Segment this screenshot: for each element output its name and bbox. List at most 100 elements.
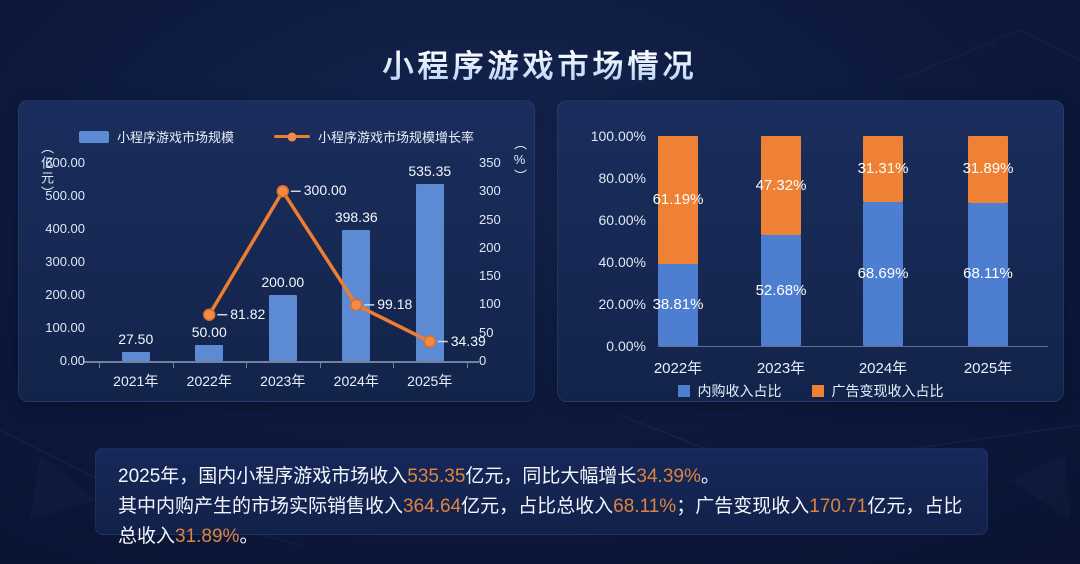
- legend-label-market-size: 小程序游戏市场规模: [116, 130, 234, 145]
- right-axis-tick: 250: [479, 211, 501, 227]
- ad-share-segment: [761, 136, 801, 236]
- summary-text-box: 2025年，国内小程序游戏市场收入535.35亿元，同比大幅增长34.39%。其…: [95, 448, 988, 547]
- legend-label: 内购收入占比: [697, 383, 782, 399]
- y-axis-tick: 100.00%: [590, 128, 646, 144]
- x-axis-label: 2023年: [756, 360, 806, 377]
- combo-chart-legend: 小程序游戏市场规模 小程序游戏市场规模增长率: [19, 127, 534, 146]
- summary-highlight-value: 68.11%: [613, 496, 677, 517]
- x-axis-label: 2022年: [653, 360, 703, 377]
- ad-share-segment: [863, 136, 903, 202]
- summary-highlight-value: 31.89%: [175, 526, 240, 547]
- x-axis-line: [83, 361, 479, 363]
- ad-share-segment: [968, 136, 1008, 203]
- right-axis-tick: 300: [479, 183, 501, 199]
- summary-text: 亿元，占比总收入: [461, 496, 614, 517]
- left-axis-tick: 0.00: [59, 353, 85, 368]
- summary-text: ；广告变现收入: [676, 496, 810, 517]
- y-axis-tick: 20.00%: [598, 296, 646, 312]
- growth-rate-point: [203, 308, 216, 321]
- summary-highlight-value: 170.71: [809, 496, 868, 517]
- summary-text: 。: [700, 466, 720, 487]
- bar-value-label: 27.50: [118, 330, 154, 347]
- market-size-bar: [268, 295, 297, 361]
- legend-item-market-size: 小程序游戏市场规模: [78, 127, 234, 146]
- y-axis-tick: 60.00%: [598, 212, 646, 228]
- summary-line: 2025年，国内小程序游戏市场收入535.35亿元，同比大幅增长34.39%。: [118, 462, 965, 492]
- legend-swatch: [811, 385, 824, 397]
- legend-item-iap: 内购收入占比: [677, 381, 782, 401]
- stacked-chart-plot: 100.00% 80.00% 60.00% 40.00% 20.00% 0.00% 38.8…: [558, 101, 1063, 401]
- left-axis-tick: 100.00: [45, 320, 85, 335]
- market-size-bar: [195, 344, 224, 361]
- x-axis-line: [658, 346, 1048, 347]
- legend-label: 广告变现收入占比: [831, 383, 944, 399]
- stacked-chart-legend: 内购收入占比 广告变现收入占比: [558, 381, 1063, 401]
- iap-share-segment: [968, 202, 1008, 346]
- x-axis-tick: [172, 363, 174, 368]
- ad-share-label: 47.32%: [755, 176, 807, 194]
- market-size-bar: [415, 184, 444, 361]
- iap-share-segment: [658, 264, 698, 346]
- x-axis-tick: [246, 363, 247, 368]
- bar-value-label: 398.36: [334, 208, 378, 225]
- iap-share-label: 38.81%: [652, 296, 704, 314]
- y-axis-tick: 40.00%: [598, 254, 646, 270]
- summary-text: 。: [239, 526, 259, 547]
- growth-rate-point: [276, 185, 289, 198]
- x-axis-label: 2021年: [113, 373, 159, 389]
- market-size-chart-panel: 小程序游戏市场规模 小程序游戏市场规模增长率 600.00 500.00 400.0…: [18, 100, 535, 402]
- summary-text: 亿元，同比大幅增长: [465, 466, 637, 487]
- y-axis-tick: 80.00%: [598, 170, 646, 186]
- right-axis-tick: 200: [479, 239, 501, 255]
- line-value-label: 99.18: [377, 295, 413, 312]
- left-axis-title: （亿元）: [39, 141, 54, 201]
- left-axis-tick: 300.00: [45, 254, 85, 269]
- combo-chart-plot: 600.00 500.00 400.00 300.00 200.00 100.00 0.00…: [19, 101, 534, 401]
- x-axis-label: 2024年: [333, 373, 379, 389]
- y-axis-tick: 0.00%: [606, 338, 646, 354]
- legend-label-growth-rate: 小程序游戏市场规模增长率: [318, 130, 475, 145]
- bar-value-label: 200.00: [261, 274, 305, 290]
- x-axis-label: 2025年: [407, 373, 453, 389]
- left-axis-tick: 500.00: [45, 188, 85, 203]
- line-value-label: 300.00: [303, 182, 347, 199]
- right-axis-tick: 0: [479, 353, 487, 368]
- right-axis-title: （%）: [512, 137, 527, 184]
- x-axis-tick: [466, 363, 468, 368]
- legend-swatch: [677, 385, 690, 397]
- ad-share-segment: [658, 136, 698, 265]
- summary-text: 亿元，占比总收入: [118, 496, 963, 547]
- iap-share-segment: [863, 201, 903, 346]
- market-size-bar: [342, 229, 371, 361]
- ad-share-label: 31.89%: [962, 160, 1014, 178]
- x-axis-label: 2022年: [186, 373, 232, 389]
- bar-value-label: 535.35: [408, 163, 452, 180]
- ad-share-label: 31.31%: [857, 159, 909, 177]
- iap-share-label: 52.68%: [755, 281, 807, 299]
- right-axis-tick: 50: [479, 324, 494, 340]
- x-axis-label: 2023年: [260, 373, 306, 389]
- iap-share-label: 68.69%: [857, 264, 909, 282]
- summary-text: 其中内购产生的市场实际销售收入: [118, 496, 404, 517]
- summary-highlight-value: 364.64: [403, 496, 462, 517]
- x-axis-label: 2025年: [963, 360, 1013, 377]
- right-axis-tick: 100: [479, 296, 501, 312]
- bar-value-label: 50.00: [191, 323, 227, 340]
- x-axis-tick: [393, 363, 394, 368]
- left-axis-tick: 400.00: [45, 221, 85, 236]
- right-axis-tick: 150: [479, 268, 501, 284]
- left-axis-tick: 200.00: [45, 287, 85, 302]
- market-size-bar: [121, 351, 150, 361]
- iap-share-label: 68.11%: [963, 265, 1013, 283]
- x-axis-tick: [99, 363, 100, 368]
- right-axis-tick: 350: [479, 155, 501, 170]
- revenue-share-chart-panel: 100.00% 80.00% 60.00% 40.00% 20.00% 0.00% 38.8…: [557, 100, 1064, 402]
- summary-highlight-value: 34.39%: [636, 466, 701, 487]
- line-marker-icon: [287, 132, 297, 141]
- line-value-label: 34.39: [450, 332, 486, 349]
- line-value-label: 81.82: [230, 305, 266, 322]
- line-series-swatch: [274, 132, 310, 141]
- summary-text: 2025年，国内小程序游戏市场收入: [118, 466, 408, 487]
- iap-share-segment: [761, 235, 801, 346]
- legend-item-ad: 广告变现收入占比: [811, 381, 944, 401]
